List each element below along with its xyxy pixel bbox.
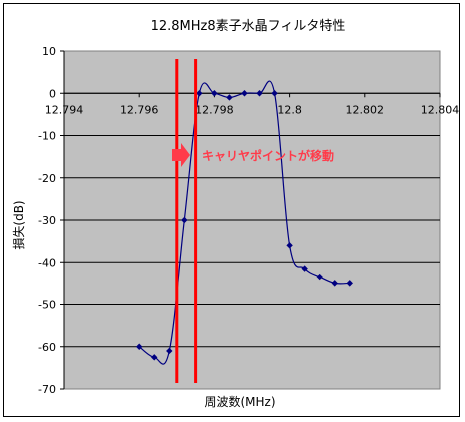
data-point: [151, 354, 158, 361]
data-point: [271, 90, 278, 97]
y-axis-title: 損失(dB): [11, 200, 26, 249]
plot-area: 10 0 -10 -20 -30 -40 -50 -60 -70 12.794 12.796 12.7…: [38, 45, 459, 396]
y-tick-label: -40: [38, 256, 56, 269]
x-tick-label: 12.8: [277, 103, 302, 116]
arrow-right-icon: [172, 143, 190, 167]
data-point: [181, 216, 188, 224]
annotation-text: キャリヤポイントが移動: [202, 148, 334, 163]
x-tick-label: 12.794: [45, 103, 84, 116]
y-tick-label: -10: [38, 130, 56, 143]
data-point: [241, 90, 248, 97]
y-tick-label: -70: [38, 383, 56, 396]
data-point: [316, 273, 323, 281]
data-point: [346, 280, 353, 287]
chart-title: 12.8MHz8素子水晶フィルタ特性: [151, 19, 346, 34]
x-tick-label: 12.796: [120, 103, 159, 116]
data-point: [256, 90, 263, 97]
annotation: キャリヤポイントが移動: [172, 143, 334, 167]
data-point: [136, 343, 143, 350]
data-point: [211, 90, 218, 97]
data-point: [196, 90, 203, 97]
y-tick-label: -50: [38, 299, 56, 312]
y-tick-label: -60: [38, 341, 56, 354]
x-tick-label: 12.804: [421, 103, 460, 116]
data-point: [331, 280, 338, 287]
y-tick-label: 10: [42, 45, 56, 58]
x-tick-label: 12.798: [195, 103, 234, 116]
y-tick-label: -30: [38, 214, 56, 227]
data-point: [166, 347, 173, 355]
x-tick-label: 12.802: [346, 103, 385, 116]
y-tick-label: 0: [49, 87, 56, 100]
x-axis-title: 周波数(MHz): [204, 394, 275, 409]
data-point: [226, 94, 233, 101]
data-point: [286, 242, 293, 249]
y-tick-label: -20: [38, 172, 56, 185]
data-point: [301, 265, 308, 272]
